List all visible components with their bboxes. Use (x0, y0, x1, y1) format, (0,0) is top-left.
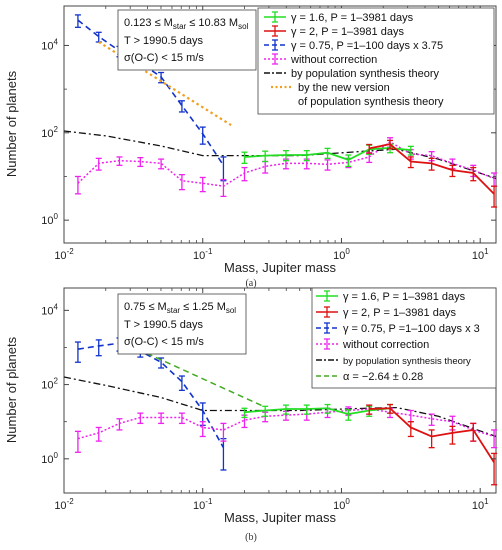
legend-label-a-2: γ = 0.75, P =1–100 days x 3.75 (291, 40, 443, 52)
series-line (244, 407, 391, 416)
legend-label-b-4: by population synthesis theory (343, 356, 471, 367)
series-line (63, 130, 497, 180)
series-line (77, 342, 225, 449)
plot-frame-a (63, 5, 497, 244)
series-line (77, 19, 225, 166)
panel-a: 10-2 10-1 100 101 100 102 104 0.123 ≤ Mstar ≤ … (4, 5, 498, 289)
series-line (77, 140, 495, 187)
info-line2-a: T > 1990.5 days (124, 35, 203, 47)
x-tick-label: 10-1 (193, 497, 213, 512)
legend-a: γ = 1.6, P = 1–3981 days γ = 2, P = 1–39… (257, 7, 495, 115)
y-tick-label: 102 (41, 377, 58, 392)
legend-b: γ = 1.6, P = 1–3981 days γ = 2, P = 1–39… (311, 287, 497, 389)
ticks-a: 10-2 10-1 100 101 100 102 104 (41, 6, 496, 262)
legend-label-b-2: γ = 0.75, P =1–100 days x 3 (343, 323, 480, 335)
legend-label-a-5: by the new version (298, 82, 390, 94)
legend-label-b-1: γ = 2, P = 1–3981 days (343, 307, 456, 319)
legend-label-b-0: γ = 1.6, P = 1–3981 days (343, 291, 466, 303)
x-tick-label: 10-1 (193, 247, 213, 262)
x-tick-label: 10-2 (54, 247, 74, 262)
y-tick-label: 104 (41, 302, 58, 317)
y-tick-label: 100 (41, 451, 58, 466)
info-line2-b: T > 1990.5 days (124, 319, 203, 331)
panel-label-a: (a) (245, 278, 256, 289)
info-line1-a: 0.123 ≤ Mstar ≤ 10.83 Msol (124, 17, 249, 31)
series-group-a (63, 14, 498, 208)
info-line1-b: 0.75 ≤ Mstar ≤ 1.25 Msol (124, 301, 236, 315)
y-tick-label: 102 (41, 125, 58, 140)
plot-frame-b (63, 287, 497, 494)
y-tick-label: 100 (41, 212, 58, 227)
y-axis-label-b: Number of planets (4, 336, 19, 443)
legend-label-a-6: of population synthesis theory (298, 96, 444, 108)
x-tick-label: 10-2 (54, 497, 74, 512)
ticks-b: 10-2 10-1 100 101 100 102 104 (41, 288, 496, 512)
legend-items-b (316, 290, 338, 377)
x-axis-label-b: Mass, Jupiter mass (224, 510, 336, 525)
x-tick-label: 101 (472, 497, 489, 512)
legend-items-a (264, 11, 293, 89)
x-axis-label-a: Mass, Jupiter mass (224, 260, 336, 275)
series-line (98, 41, 232, 127)
panel-b: 10-2 10-1 100 101 100 102 104 0.75 ≤ Mstar ≤ 1… (4, 287, 498, 543)
y-tick-label: 104 (41, 37, 58, 52)
info-line3-a: σ(O-C) < 15 m/s (124, 52, 204, 64)
legend-label-a-3: without correction (290, 54, 377, 66)
info-box-b: 0.75 ≤ Mstar ≤ 1.25 Msol T > 1990.5 days… (117, 293, 247, 355)
series-line (63, 376, 497, 438)
x-tick-label: 100 (333, 497, 350, 512)
info-box-a: 0.123 ≤ Mstar ≤ 10.83 Msol T > 1990.5 da… (117, 9, 257, 71)
legend-label-a-1: γ = 2, P = 1–3981 days (291, 26, 404, 38)
legend-label-b-5: α = −2.64 ± 0.28 (343, 371, 423, 383)
x-tick-label: 100 (333, 247, 350, 262)
legend-label-b-3: without correction (342, 339, 429, 351)
info-line3-b: σ(O-C) < 15 m/s (124, 336, 204, 348)
series-line (119, 340, 266, 408)
y-axis-label-a: Number of planets (4, 70, 19, 177)
legend-label-a-0: γ = 1.6, P = 1–3981 days (291, 12, 414, 24)
legend-label-a-4: by population synthesis theory (291, 68, 439, 80)
panel-label-b: (b) (245, 532, 257, 543)
x-tick-label: 101 (472, 247, 489, 262)
